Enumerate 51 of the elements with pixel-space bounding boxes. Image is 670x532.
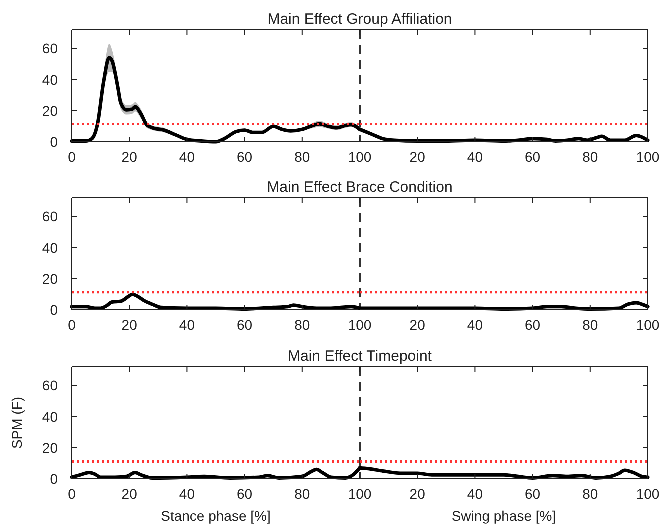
x-tick-label: 100 [348, 486, 372, 502]
x-tick-label: 20 [410, 317, 426, 333]
x-tick-label: 40 [179, 149, 196, 165]
x-tick-label: 80 [294, 317, 310, 333]
y-tick-label: 0 [50, 471, 58, 487]
y-tick-label: 20 [42, 102, 58, 119]
y-tick-label: 60 [42, 378, 58, 394]
x-tick-label: 40 [467, 149, 484, 165]
x-tick-label: 100 [348, 317, 372, 333]
x-tick-label: 40 [179, 317, 196, 333]
chart-title: Main Effect Group Affiliation [268, 11, 452, 28]
x-tick-label: 40 [467, 486, 484, 502]
x-tick-label: 20 [122, 317, 138, 333]
y-axis-title: SPM (F) [9, 396, 25, 450]
x-tick-label: 80 [582, 317, 598, 333]
x-tick-label: 80 [294, 486, 310, 502]
y-tick-label: 20 [42, 440, 58, 456]
x-tick-label: 100 [636, 149, 660, 165]
chart-title: Main Effect Timepoint [288, 348, 433, 365]
x-tick-label: 0 [68, 317, 76, 333]
y-tick-label: 0 [50, 134, 58, 150]
y-tick-label: 40 [42, 72, 58, 88]
y-tick-label: 60 [42, 40, 58, 57]
x-tick-label: 60 [237, 149, 253, 165]
x-tick-label: 40 [179, 486, 196, 502]
x-tick-label: 60 [237, 486, 253, 502]
y-tick-label: 0 [50, 302, 58, 318]
y-tick-label: 20 [42, 270, 58, 287]
x-tick-label: 20 [410, 486, 426, 502]
x-tick-label: 0 [68, 149, 76, 165]
x-axis-title: Stance phase [%] [161, 508, 271, 524]
y-tick-label: 40 [42, 408, 58, 425]
y-tick-label: 60 [42, 208, 58, 225]
x-tick-label: 0 [68, 486, 76, 502]
x-tick-label: 40 [467, 317, 484, 333]
x-tick-label: 80 [294, 149, 310, 165]
x-tick-label: 100 [636, 317, 660, 333]
x-tick-label: 100 [636, 486, 660, 502]
x-tick-label: 20 [410, 149, 426, 165]
x-tick-label: 60 [525, 149, 541, 165]
x-tick-label: 60 [525, 486, 541, 502]
x-tick-label: 80 [582, 486, 598, 502]
y-tick-label: 40 [42, 240, 58, 256]
chart-title: Main Effect Brace Condition [267, 179, 453, 196]
x-axis-title: Swing phase [%] [452, 508, 556, 524]
x-tick-label: 60 [237, 317, 253, 333]
x-tick-label: 60 [525, 317, 541, 333]
x-tick-label: 20 [122, 149, 138, 165]
x-tick-label: 100 [348, 149, 372, 165]
x-tick-label: 80 [582, 149, 598, 165]
x-tick-label: 20 [122, 486, 138, 502]
